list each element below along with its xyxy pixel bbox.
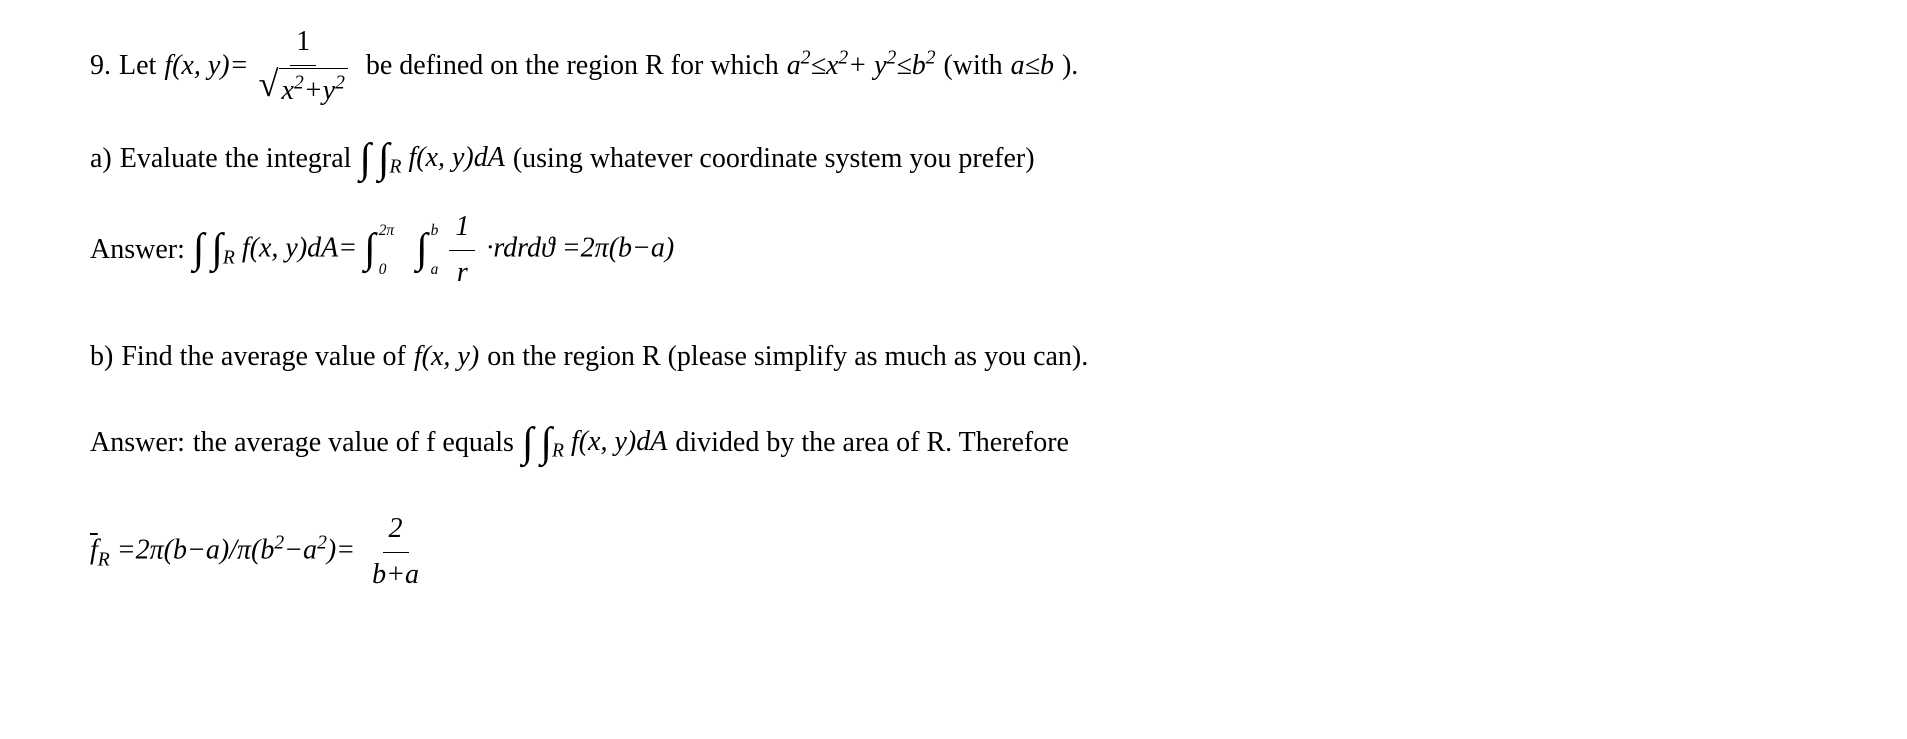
part-a-label: a) <box>90 137 112 182</box>
close-paren: ). <box>1062 44 1078 89</box>
part-a-answer: Answer: ∫ ∫R f(x, y)dA= ∫ 2π 0 ∫ b a 1 r… <box>90 205 1817 296</box>
problem-number: 9. <box>90 44 111 89</box>
int1-upper: 2π <box>379 223 394 238</box>
f-sub: R <box>98 550 110 571</box>
int1-lower: 0 <box>379 262 394 277</box>
part-a-text2: (using whatever coordinate system you pr… <box>513 137 1035 182</box>
integrand: f(x, y)dA <box>408 142 504 173</box>
integral-sub-b: R <box>552 441 564 462</box>
problem-statement-line1: 9. Let f(x, y)= 1 √ x2+y2 be defined on … <box>90 20 1817 114</box>
inequality: a2≤x2+ y2≤b2 <box>787 44 936 89</box>
frac-1-over-r: 1 r <box>449 205 475 296</box>
part-a-text1: Evaluate the integral <box>120 137 352 182</box>
integral-sub: R <box>389 156 401 177</box>
frac-denominator: √ x2+y2 <box>253 66 354 114</box>
final-eq3: )= <box>327 535 355 566</box>
answer-a-equation: ∫ ∫R f(x, y)dA= ∫ 2π 0 ∫ b a 1 r ·rdrdϑ … <box>193 205 674 296</box>
after-frac2: ·rdrdϑ <box>486 233 554 264</box>
integral-symbol: ∫ <box>416 216 428 283</box>
intro-text: Let <box>119 44 156 89</box>
sqrt-symbol: √ <box>259 68 279 101</box>
frac-numerator: 1 <box>290 20 316 66</box>
integral-symbol: ∫ <box>522 410 534 477</box>
sqrt-body: x2+y2 <box>279 68 348 114</box>
int1-bounds: 2π 0 <box>379 223 394 278</box>
int2-lower: a <box>431 262 439 277</box>
final-frac: 2 b+a <box>366 507 425 598</box>
integral-symbol: ∫ <box>359 126 371 193</box>
frac-num: 1 <box>449 205 475 251</box>
part-a-question: a) Evaluate the integral ∫ ∫R f(x, y)dA … <box>90 126 1817 193</box>
integral-symbol: ∫ <box>211 216 223 283</box>
ab-constraint: a≤b <box>1011 44 1054 89</box>
integral-sub: R <box>223 247 235 268</box>
part-b-text2: on the region R (please simplify as much… <box>487 335 1088 380</box>
fraction-1-over-sqrt: 1 √ x2+y2 <box>253 20 354 114</box>
text-after-frac: be defined on the region R for which <box>366 44 779 89</box>
int2-bounds: b a <box>431 223 439 278</box>
final-eq1: =2π(b−a)/π(b <box>117 535 275 566</box>
answer-label-b: Answer: <box>90 421 185 466</box>
part-b-text1: Find the average value of <box>121 335 406 380</box>
final-equation: fR =2π(b−a)/π(b2−a2)= 2 b+a <box>90 507 429 598</box>
part-b-question: b) Find the average value of f(x, y) on … <box>90 335 1817 380</box>
frac-den: r <box>451 251 474 296</box>
integral-symbol: ∫ <box>378 126 390 193</box>
part-b-answer-text: Answer: the average value of f equals ∫ … <box>90 410 1817 477</box>
f-bar: f <box>90 535 98 566</box>
part-b-final-equation: fR =2π(b−a)/π(b2−a2)= 2 b+a <box>90 507 1817 598</box>
sqrt-expression: √ x2+y2 <box>259 68 348 114</box>
integral-expr-b: ∫ ∫R f(x, y)dA <box>522 410 667 477</box>
func-b: f(x, y) <box>414 335 479 380</box>
final-eq2: −a <box>284 535 317 566</box>
answer-text2: divided by the area of R. Therefore <box>675 421 1069 466</box>
function-def: f(x, y)= <box>164 44 248 89</box>
integral-symbol: ∫ <box>364 216 376 283</box>
lhs-integrand: f(x, y)dA <box>242 233 338 264</box>
with-text: (with <box>943 44 1002 89</box>
part-b-label: b) <box>90 335 113 380</box>
final-frac-num: 2 <box>383 507 409 553</box>
integral-expr-a: ∫ ∫R f(x, y)dA <box>359 126 504 193</box>
result: =2π(b−a) <box>562 233 674 264</box>
integrand-b: f(x, y)dA <box>571 426 667 457</box>
integral-symbol: ∫ <box>193 216 205 283</box>
integral-symbol: ∫ <box>540 410 552 477</box>
int2-upper: b <box>431 223 439 238</box>
final-frac-den: b+a <box>366 553 425 598</box>
answer-text1: the average value of f equals <box>193 421 514 466</box>
answer-label: Answer: <box>90 228 185 273</box>
